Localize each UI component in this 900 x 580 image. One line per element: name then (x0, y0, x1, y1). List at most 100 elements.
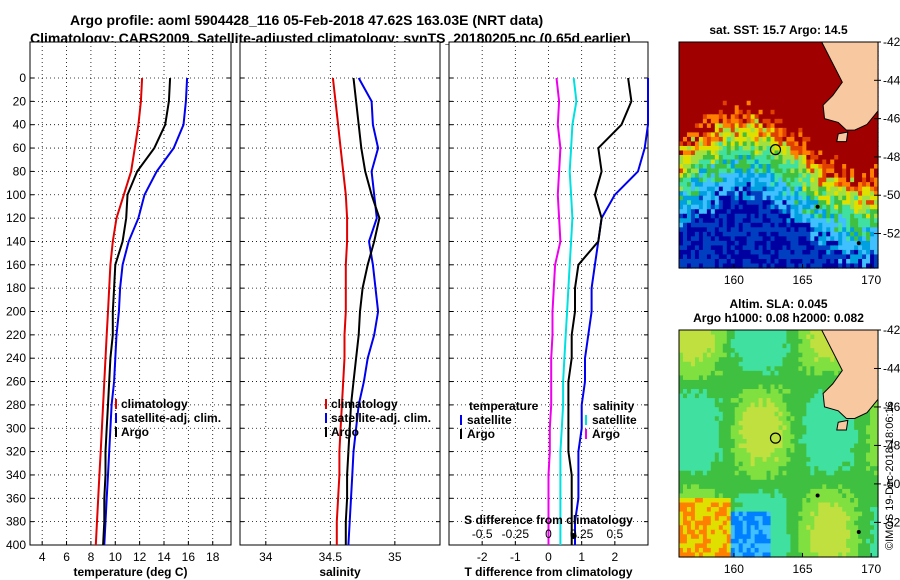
y-tick-label: 160 (6, 258, 26, 272)
x-tick-label: -1 (510, 550, 521, 564)
x-axis-label: temperature (deg C) (73, 565, 187, 579)
legend-entry: Argo (331, 425, 359, 439)
map-y-tick-label: -50 (883, 188, 900, 202)
float-location-marker (769, 432, 782, 444)
zero-marker (570, 533, 577, 539)
y-tick-label: 120 (6, 211, 26, 225)
map-y-tick-label: -42 (883, 35, 900, 49)
y-tick-label: 20 (13, 94, 27, 108)
y-tick-label: 300 (6, 421, 26, 435)
x-tick-label: 1 (578, 550, 585, 564)
panel-salinity: 34 34.5 35 salinity climatologysatellite-adj… (239, 41, 441, 579)
map-y-tick-label: -52 (883, 515, 900, 529)
map-title: sat. SST: 15.7 Argo: 14.5 (709, 23, 848, 37)
top-axis-label: S difference from climatology (464, 513, 633, 527)
y-tick-label: 280 (6, 398, 26, 412)
series-line-climatology (94, 77, 144, 546)
map-x-tick-label: 170 (861, 273, 881, 287)
legend-entry: satellite (467, 413, 512, 427)
y-tick-label: 320 (6, 445, 26, 459)
x-axis-label: T difference from climatology (464, 565, 632, 579)
x-tick-label: -2 (477, 550, 488, 564)
x-tick-label: 18 (206, 550, 220, 564)
legend-title: salinity (593, 399, 635, 413)
x-tick-label: 8 (88, 550, 95, 564)
series-line-climatology (331, 77, 349, 545)
x-tick-label: 12 (133, 550, 147, 564)
legend-entry: Argo (467, 427, 495, 441)
y-tick-label: 60 (13, 141, 27, 155)
x-tick-label: 4 (39, 550, 46, 564)
y-tick-label: 0 (19, 71, 26, 85)
y-tick-label: 260 (6, 375, 26, 389)
map-y-tick-label: -44 (883, 361, 900, 375)
y-tick-label: 400 (6, 538, 26, 552)
top-tick-label: 0.5 (606, 527, 623, 541)
map-y-tick-label: -46 (883, 400, 900, 414)
map-y-tick-label: -48 (883, 438, 900, 452)
y-tick-label: 180 (6, 281, 26, 295)
series-line-s-climatology (547, 77, 562, 545)
panel-difference: -2 -1 0 1 2T difference from climatology temp… (448, 41, 649, 579)
y-tick-label: 140 (6, 234, 26, 248)
series-line-t-argo (567, 77, 633, 545)
top-tick-label: -0.25 (502, 527, 530, 541)
series-line-satellite-adj-clim- (347, 77, 380, 546)
map-y-tick-label: -44 (883, 73, 900, 87)
map-x-tick-label: 165 (793, 273, 813, 287)
panel-temperature: 0 20 40 60 80 100 120 140 160 180 200 220 240 260 280 3… (6, 41, 232, 579)
legend-entry: Argo (592, 427, 620, 441)
x-tick-label: 14 (157, 550, 171, 564)
series-line-argo (344, 77, 381, 545)
x-tick-label: 34 (259, 550, 273, 564)
map-x-tick-label: 170 (861, 562, 881, 576)
island-marker (856, 241, 861, 246)
y-tick-label: 100 (6, 188, 26, 202)
series-line-t-satellite (574, 78, 649, 545)
map-sst_map: sat. SST: 15.7 Argo: 14.5 160 165 170 -42 -44… (678, 23, 900, 287)
y-tick-label: 240 (6, 351, 26, 365)
x-tick-label: 35 (388, 550, 402, 564)
x-tick-label: 6 (63, 550, 70, 564)
legend-entry: satellite-adj. clim. (331, 411, 431, 425)
y-tick-label: 380 (6, 515, 26, 529)
map-frame (678, 329, 879, 558)
float-location-marker (769, 144, 782, 156)
y-tick-label: 340 (6, 468, 26, 482)
legend-entry: climatology (121, 397, 188, 411)
island-marker (815, 493, 820, 498)
x-tick-label: 2 (611, 550, 618, 564)
map-y-tick-label: -50 (883, 477, 900, 491)
legend-entry: satellite-adj. clim. (121, 411, 221, 425)
series-line-s-satellite (559, 77, 578, 545)
top-tick-label: -0.5 (472, 527, 493, 541)
map-x-tick-label: 160 (724, 273, 744, 287)
y-tick-label: 80 (13, 164, 27, 178)
island-polygon (836, 419, 849, 431)
chart-title-line1: Argo profile: aoml 5904428_116 05-Feb-20… (70, 12, 544, 28)
map-y-tick-label: -46 (883, 112, 900, 126)
x-axis-label: salinity (319, 565, 361, 579)
series-line-satellite-adj-clim- (103, 77, 189, 546)
y-tick-label: 200 (6, 305, 26, 319)
series-line-argo (102, 77, 172, 546)
map-x-tick-label: 160 (724, 562, 744, 576)
island-polygon (836, 131, 849, 143)
x-tick-label: 16 (182, 550, 196, 564)
map-y-tick-label: -48 (883, 150, 900, 164)
y-tick-label: 360 (6, 491, 26, 505)
map-title: Altim. SLA: 0.045 (729, 297, 827, 311)
legend-title: temperature (469, 399, 539, 413)
map-y-tick-label: -52 (883, 227, 900, 241)
map-x-tick-label: 165 (793, 562, 813, 576)
map-y-tick-label: -42 (883, 323, 900, 337)
island-marker (815, 204, 820, 209)
legend-entry: satellite (592, 413, 637, 427)
map-title: Argo h1000: 0.08 h2000: 0.082 (693, 311, 864, 325)
legend-entry: Argo (121, 425, 149, 439)
y-tick-label: 40 (13, 118, 27, 132)
top-tick-label: 0 (545, 527, 552, 541)
x-tick-label: 10 (109, 550, 123, 564)
y-tick-label: 220 (6, 328, 26, 342)
